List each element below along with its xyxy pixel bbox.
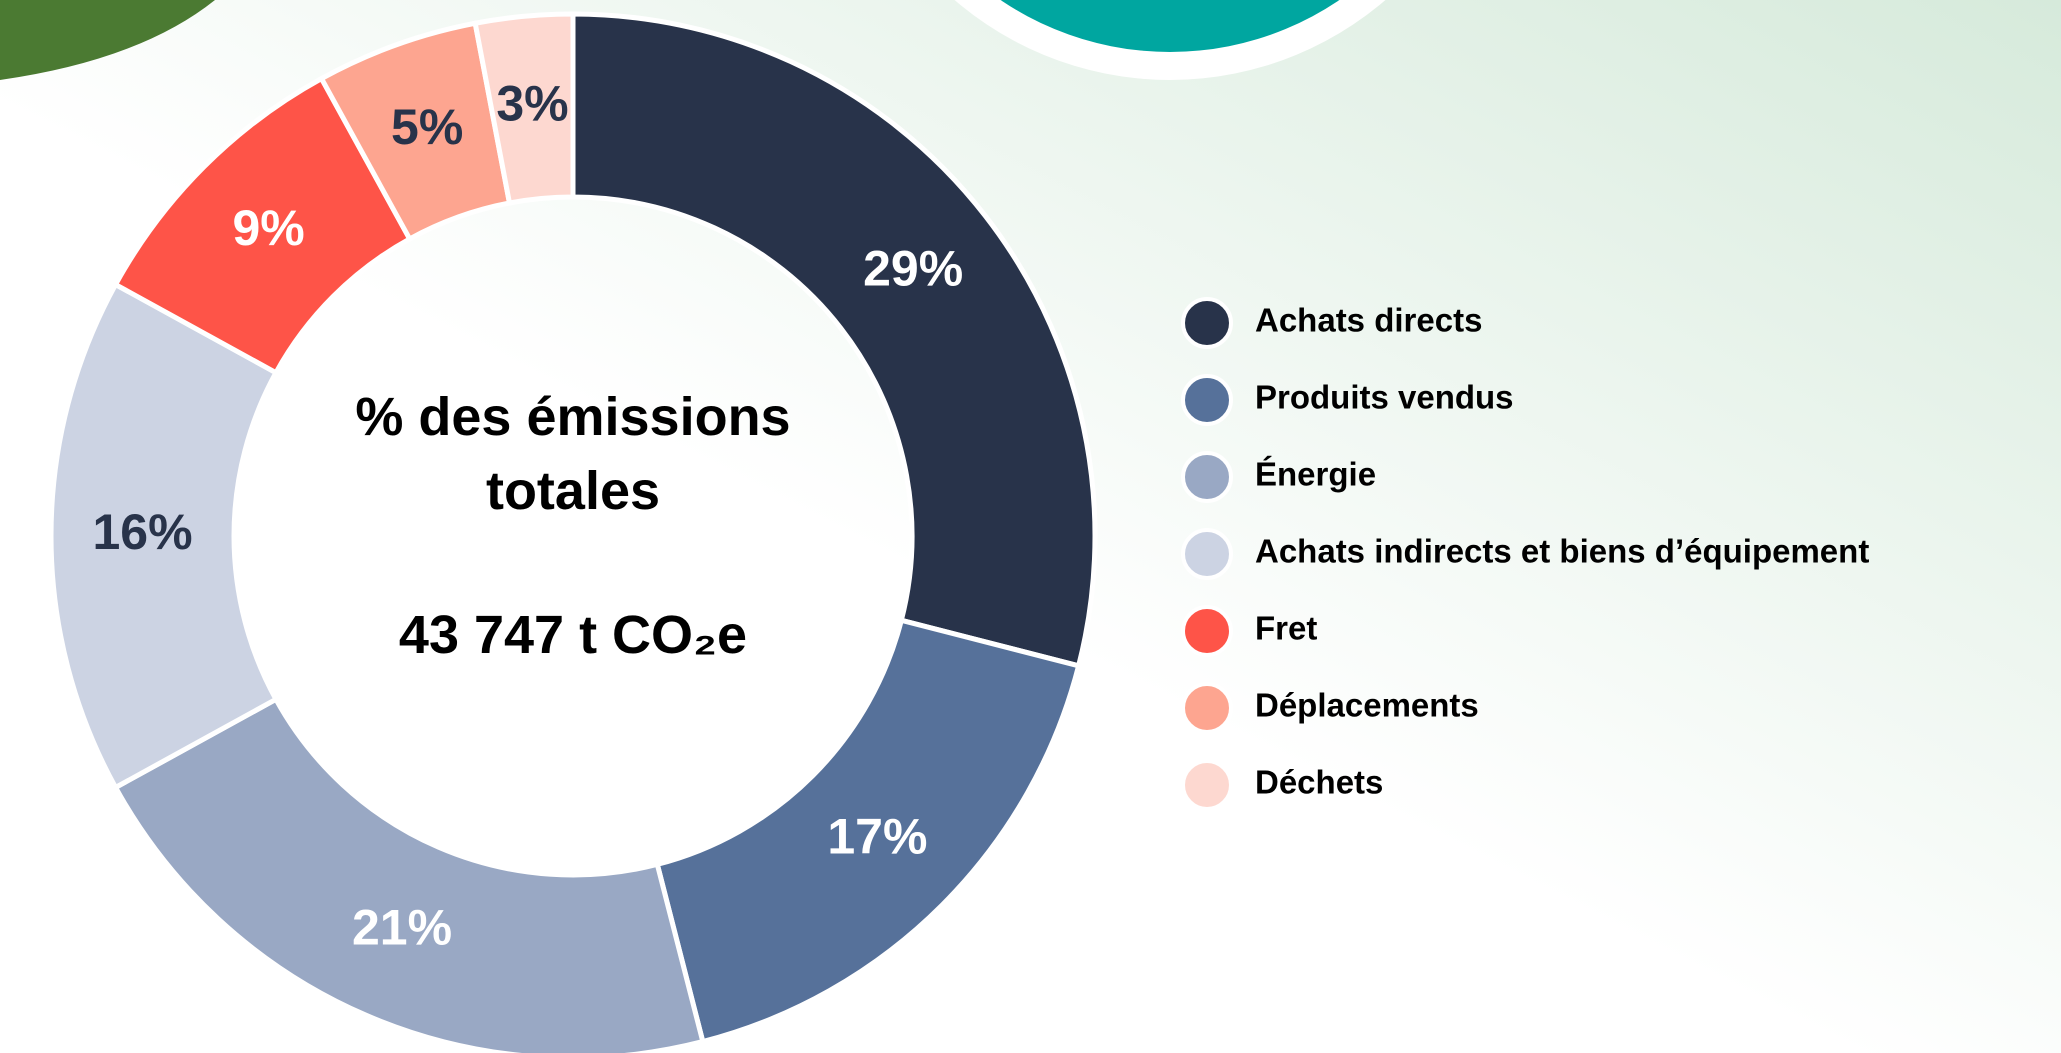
legend-label: Déplacements <box>1255 687 1479 724</box>
chart-subtitle: 43 747 t CO₂e <box>303 598 843 672</box>
legend-marker <box>1183 530 1231 578</box>
legend-label: Déchets <box>1255 764 1383 801</box>
page: 29% 17% 21% 16% 9% 5% 3% % des émissions total… <box>0 0 2061 1053</box>
center-box: % des émissions totales 43 747 t CO₂e <box>303 380 843 680</box>
legend-label: Énergie <box>1255 456 1376 493</box>
legend-marker <box>1183 684 1231 732</box>
data-label: 21% <box>352 899 452 955</box>
data-label: 9% <box>232 200 304 256</box>
legend-label: Fret <box>1255 610 1317 647</box>
chart-title: % des émissions totales <box>303 380 843 528</box>
center-text: % des émissions totales 43 747 t CO₂e <box>303 380 843 672</box>
legend-label: Achats directs <box>1255 302 1482 339</box>
legend-label: Achats indirects et biens d’équipement <box>1255 533 1869 570</box>
chart: 29% 17% 21% 16% 9% 5% 3% % des émissions total… <box>0 0 2061 1053</box>
data-label: 5% <box>391 99 463 155</box>
legend-marker <box>1183 761 1231 809</box>
legend-marker <box>1183 376 1231 424</box>
legend-label: Produits vendus <box>1255 379 1514 416</box>
data-label: 16% <box>92 504 192 560</box>
legend-marker <box>1183 299 1231 347</box>
legend-marker <box>1183 453 1231 501</box>
legend-marker <box>1183 607 1231 655</box>
data-label: 29% <box>863 240 963 296</box>
data-label: 3% <box>496 76 568 132</box>
data-label: 17% <box>827 809 927 865</box>
